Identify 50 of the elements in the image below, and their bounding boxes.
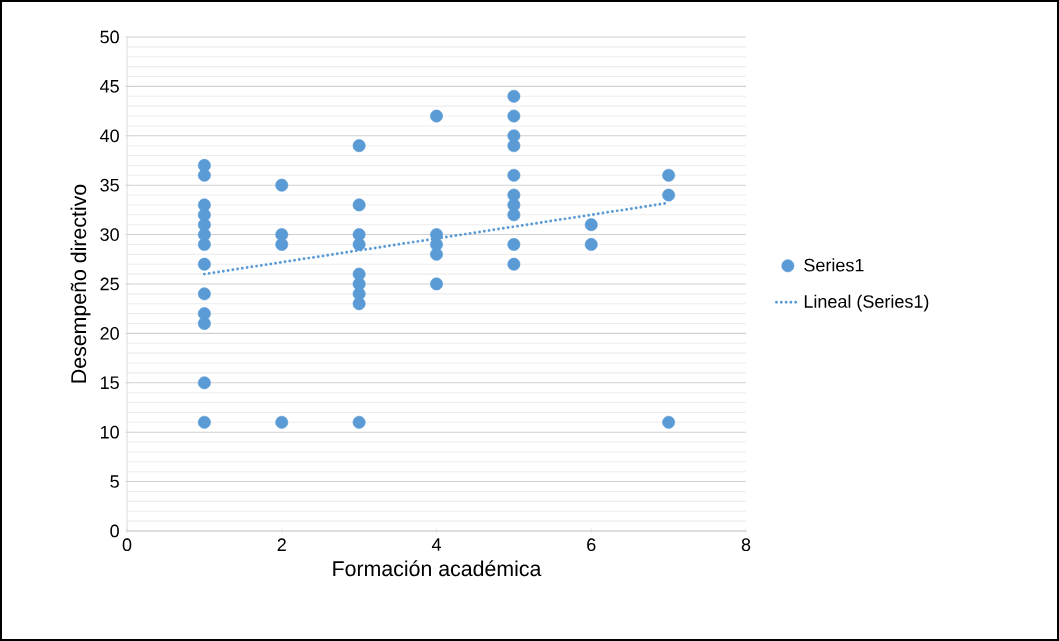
point (352, 139, 366, 153)
point (662, 415, 676, 429)
y-tick-label: 25 (100, 277, 119, 291)
y-axis-title: Desempeño directivo (70, 184, 91, 383)
point (507, 208, 521, 222)
y-tick-label: 15 (100, 376, 119, 390)
point (275, 178, 289, 192)
point (584, 218, 598, 232)
point (197, 376, 211, 390)
point (275, 238, 289, 251)
point (197, 238, 211, 251)
point (430, 277, 443, 291)
y-tick-label: 5 (110, 475, 119, 488)
x-tick-label: 8 (741, 538, 751, 552)
point (507, 168, 521, 182)
y-tick-label: 50 (100, 30, 119, 44)
point (430, 247, 443, 261)
x-tick-label: 0 (122, 538, 132, 552)
x-tick-label: 4 (431, 538, 441, 551)
point (275, 415, 289, 429)
y-tick-label: 40 (100, 129, 119, 143)
point (197, 257, 211, 271)
y-tick-label: 35 (100, 178, 119, 192)
point (197, 317, 211, 330)
point (197, 168, 211, 182)
y-tick-label: 45 (100, 80, 119, 93)
y-tick-label: 10 (100, 425, 119, 439)
x-tick-label: 2 (277, 538, 286, 551)
legend-label: Lineal (Series1) (804, 294, 929, 312)
point (430, 109, 443, 123)
point (507, 257, 521, 271)
point (507, 139, 521, 153)
point (662, 188, 676, 202)
point (662, 168, 676, 182)
legend-label: Series1 (804, 258, 864, 272)
point (507, 109, 521, 123)
y-tick-label: 20 (100, 327, 119, 340)
point (197, 287, 211, 301)
y-tick-label: 0 (110, 524, 119, 538)
x-tick-label: 6 (587, 538, 596, 552)
y-tick-label: 30 (100, 228, 119, 241)
point (197, 415, 211, 429)
point (352, 238, 366, 251)
point (507, 89, 521, 103)
point (584, 238, 598, 251)
point (352, 415, 366, 429)
point (507, 238, 521, 251)
point (352, 297, 366, 311)
point (352, 198, 366, 212)
x-axis-title: Formación académica (333, 560, 542, 577)
